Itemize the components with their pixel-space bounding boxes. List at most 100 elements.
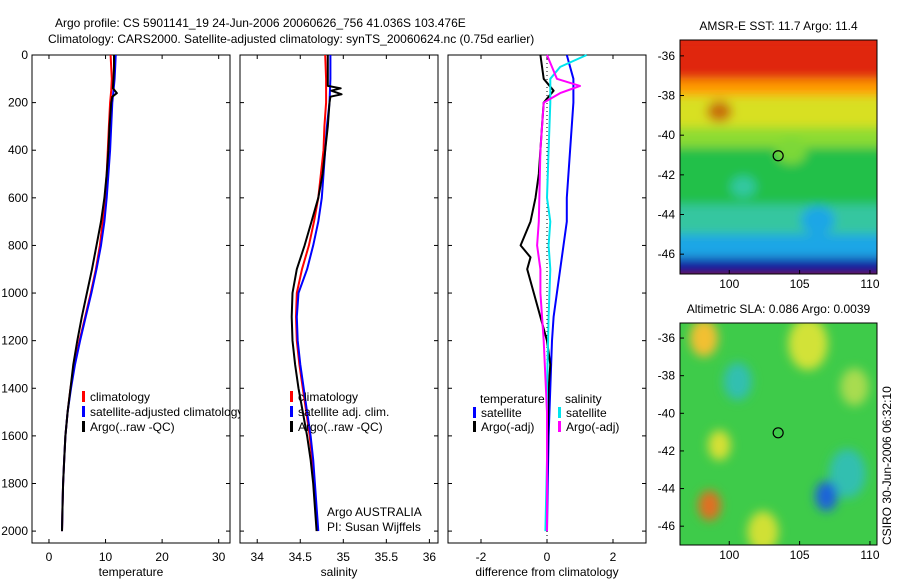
series-line-0: [546, 54, 575, 532]
float-position-marker: [772, 150, 784, 162]
x-tick-label: 0: [46, 550, 53, 564]
y-tick-label: 1400: [1, 381, 28, 395]
y-tick-label: 600: [8, 191, 28, 205]
sla-anomaly: [708, 430, 731, 461]
x-tick-label: 105: [790, 277, 810, 291]
x-tick-label: 34: [251, 550, 265, 564]
y-tick-label: -38: [658, 369, 676, 383]
legend-swatch: [82, 421, 85, 432]
map-body: [680, 40, 877, 274]
y-tick-label: 0: [21, 48, 28, 62]
x-tick-label: 20: [155, 550, 169, 564]
header-line-2: Climatology: CARS2000. Satellite-adjuste…: [48, 32, 534, 46]
y-tick-label: -40: [658, 128, 676, 142]
sst-band: [680, 95, 877, 129]
x-tick-label: 2: [610, 550, 617, 564]
y-tick-label: 1000: [1, 286, 28, 300]
map-frame: [679, 322, 878, 546]
legend-swatch: [82, 406, 85, 417]
y-tick-label: -42: [658, 444, 676, 458]
legend-swatch: [82, 391, 85, 402]
map-title: AMSR-E SST: 11.7 Argo: 11.4: [699, 19, 858, 33]
temperature-panel: 0 200 400 600 800 1000 1200 1400 1600 1800 2000 0 10…: [1, 48, 243, 579]
sst-band: [680, 127, 877, 149]
sst-patch: [730, 176, 756, 198]
series-line-3: [536, 54, 581, 532]
sst-band: [680, 204, 877, 236]
sst-band: [680, 40, 877, 81]
x-tick-label: 10: [99, 550, 113, 564]
float-position-marker: [772, 427, 784, 439]
y-tick-label: 2000: [1, 524, 28, 538]
x-tick-label: 34.5: [289, 550, 313, 564]
series-line-2: [544, 54, 588, 532]
y-tick-label: 800: [8, 238, 28, 252]
plot-frame: [239, 54, 439, 544]
legend-swatch: [290, 406, 293, 417]
sst-patch: [706, 100, 733, 123]
x-tick-label: 110: [860, 548, 879, 562]
header-line-1: Argo profile: CS 5901141_19 24-Jun-2006 …: [55, 16, 466, 30]
legend-entry: satellite-adjusted climatology: [90, 405, 243, 419]
footer-vertical-stamp: CSIRO 30-Jun-2006 06:32:10: [880, 386, 894, 545]
x-tick-label: 110: [860, 277, 879, 291]
legend-entry: satellite: [566, 406, 607, 420]
x-axis-label: difference from climatology: [475, 565, 618, 579]
x-tick-label: 30: [212, 550, 226, 564]
legend-entry: satellite adj. clim.: [298, 405, 389, 419]
y-tick-label: 1200: [1, 334, 28, 348]
x-axis-label: temperature: [99, 565, 164, 579]
legend-entry: Argo(-adj): [481, 420, 534, 434]
map-body: [680, 323, 877, 545]
x-tick-label: 105: [790, 548, 810, 562]
y-tick-label: -44: [658, 208, 676, 222]
y-tick-label: -44: [658, 482, 676, 496]
annotation-text: PI: Susan Wijffels: [327, 520, 421, 534]
salinity-panel: 34 34.5 35 35.5 36 salinity climatologysatelli…: [239, 54, 439, 579]
x-tick-label: 100: [719, 277, 739, 291]
sla-anomaly: [829, 449, 866, 498]
map-bands: [680, 40, 877, 274]
legend-entry: Argo(-adj): [566, 420, 619, 434]
sla-anomaly: [747, 511, 779, 545]
sla-anomaly: [815, 481, 838, 512]
legend-swatch: [290, 421, 293, 432]
x-tick-label: 0: [544, 550, 551, 564]
plot-frame: [31, 54, 231, 544]
y-tick-label: 1600: [1, 429, 28, 443]
x-tick-label: -2: [476, 550, 487, 564]
y-tick-label: -36: [658, 331, 676, 345]
map-blobs: [689, 323, 869, 545]
sst-band: [680, 79, 877, 97]
legend-entry: salinity: [565, 392, 602, 406]
series-line-2: [61, 55, 118, 532]
sla-anomaly: [698, 490, 721, 521]
sst-patch: [801, 206, 835, 235]
legend-swatch: [290, 391, 293, 402]
sla-map-panel: -36 -38 -40 -42 -44 -46 100 105 110 Altimetric SL…: [658, 302, 880, 562]
y-tick-label: -46: [658, 247, 676, 261]
annotation-text: Argo AUSTRALIA: [327, 505, 422, 519]
legend-entry: Argo(..raw -QC): [90, 420, 175, 434]
sst-map-panel: -36 -38 -40 -42 -44 -46 100 105 110 AMSR-E SST: 1…: [658, 19, 880, 291]
legend-entry: Argo(..raw -QC): [298, 420, 383, 434]
y-tick-label: -42: [658, 168, 676, 182]
sla-anomaly: [840, 368, 869, 406]
y-tick-label: -36: [658, 49, 676, 63]
y-tick-label: -38: [658, 89, 676, 103]
x-tick-label: 100: [719, 548, 739, 562]
sla-anomaly: [723, 362, 752, 401]
legend-entry: temperature: [480, 392, 545, 406]
legend-entry: climatology: [298, 390, 358, 404]
y-tick-label: 200: [8, 96, 28, 110]
y-tick-label: 400: [8, 143, 28, 157]
y-tick-label: -46: [658, 519, 676, 533]
x-axis-label: salinity: [321, 565, 358, 579]
x-tick-label: 35.5: [375, 550, 399, 564]
legend-entry: satellite: [481, 406, 522, 420]
map-frame: [679, 39, 878, 275]
y-tick-label: 1800: [1, 476, 28, 490]
